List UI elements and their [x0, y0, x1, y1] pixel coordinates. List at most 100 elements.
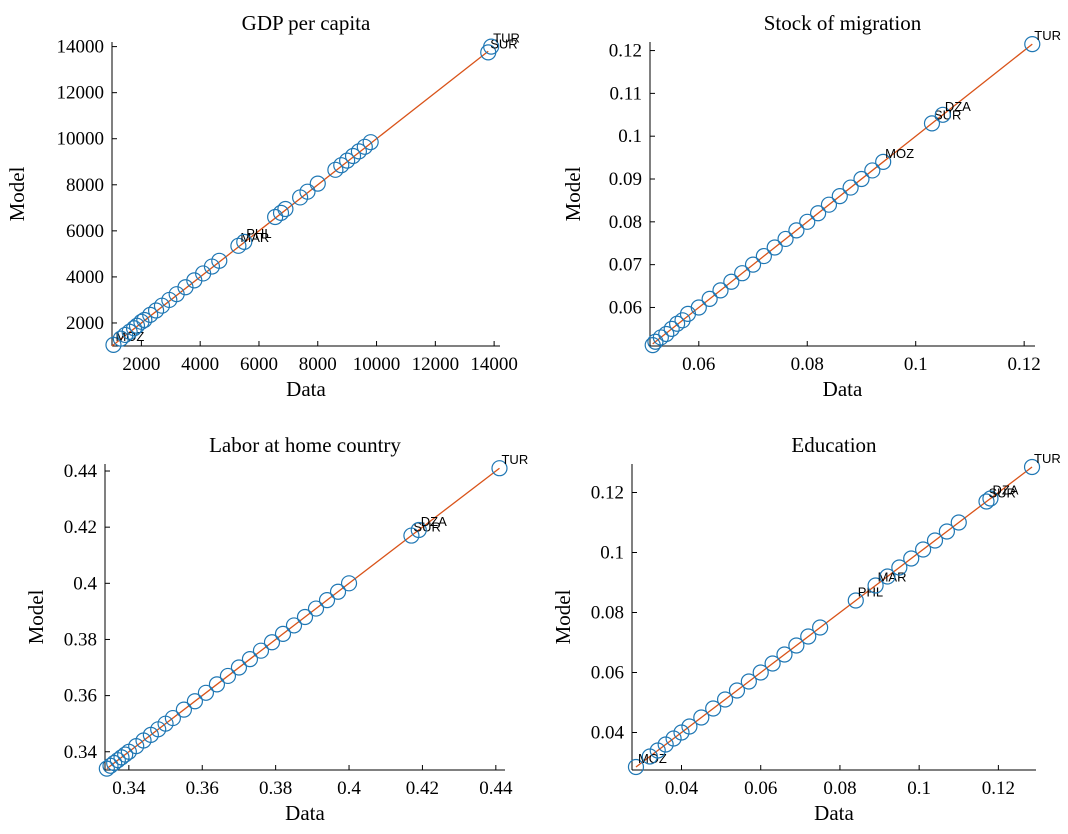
point-label: MAR	[878, 570, 907, 585]
data-point	[712, 282, 729, 299]
data-point	[329, 583, 347, 600]
data-point	[117, 746, 134, 763]
x-tick-label: 12000	[412, 354, 460, 375]
point-label: MAR	[240, 230, 269, 245]
data-point	[776, 646, 793, 663]
data-point	[483, 38, 500, 55]
data-point	[777, 230, 794, 248]
x-axis-label: Data	[285, 801, 325, 825]
data-point	[982, 490, 999, 507]
y-tick-label: 0.36	[64, 686, 97, 707]
data-point	[690, 299, 707, 316]
data-point	[410, 521, 427, 539]
y-tick-label: 0.12	[609, 41, 642, 62]
data-point	[681, 718, 698, 735]
x-tick-label: 0.12	[1008, 354, 1041, 375]
point-label: TUR	[1034, 28, 1061, 43]
y-tick-label: 0.38	[64, 629, 97, 650]
x-tick-label: 0.04	[665, 778, 699, 799]
data-point	[788, 222, 805, 239]
x-tick-label: 0.34	[112, 778, 146, 799]
x-tick-label: 2000	[122, 354, 160, 375]
data-point	[652, 329, 669, 346]
y-axis-label: Model	[5, 166, 29, 221]
data-point	[644, 337, 661, 354]
x-tick-label: 0.36	[186, 778, 219, 799]
data-point	[701, 290, 718, 308]
y-tick-label: 0.06	[609, 297, 642, 318]
data-point	[197, 684, 215, 701]
data-point	[879, 568, 896, 585]
data-point	[891, 559, 908, 576]
chart-title: Labor at home country	[209, 433, 401, 457]
data-point	[978, 493, 995, 510]
panel-stock-of-migration: 0.06 0.08 0.1 0.12 0.06 0.07 0.08 0.09 0.1 0.11 0.…	[561, 11, 1061, 401]
y-tick-label: 0.42	[64, 517, 97, 538]
y-axis-label: Model	[24, 589, 48, 644]
y-tick-label: 0.08	[591, 603, 624, 624]
point-label: DZA	[945, 99, 971, 114]
x-tick-label: 6000	[240, 354, 278, 375]
y-axis-label: Model	[561, 166, 585, 221]
y-tick-label: 0.04	[591, 723, 625, 744]
y-tick-label: 0.12	[591, 483, 624, 504]
data-point	[318, 592, 336, 609]
data-point	[142, 306, 159, 324]
y-tick-label: 0.07	[609, 255, 642, 276]
x-axis-label: Data	[286, 377, 326, 401]
y-tick-label: 0.1	[600, 543, 624, 564]
data-point	[491, 460, 508, 477]
point-label: MOZ	[885, 146, 914, 161]
x-tick-label: 0.1	[904, 354, 928, 375]
data-point	[658, 325, 675, 343]
x-tick-label: 0.4	[337, 778, 361, 799]
data-point	[740, 673, 757, 690]
data-point	[277, 200, 294, 218]
chart-title: Education	[791, 433, 877, 457]
data-point	[272, 204, 290, 221]
data-point	[285, 617, 303, 634]
data-point	[853, 170, 870, 188]
data-point	[274, 625, 292, 642]
x-tick-label: 10000	[353, 354, 401, 375]
y-tick-label: 0.09	[609, 169, 642, 190]
data-point	[117, 326, 134, 344]
fit-line	[652, 43, 1033, 345]
data-point	[705, 700, 722, 717]
fit-line	[106, 467, 500, 770]
point-label: SUR	[988, 486, 1015, 501]
data-point	[230, 659, 248, 676]
y-tick-label: 0.34	[64, 742, 98, 763]
data-point	[175, 701, 192, 718]
point-label: TUR	[493, 31, 520, 46]
data-point	[327, 161, 344, 178]
data-point	[147, 302, 165, 319]
data-point	[809, 205, 827, 222]
fit-line	[111, 50, 489, 347]
data-point	[755, 247, 772, 265]
data-point	[309, 175, 326, 192]
data-point	[923, 115, 941, 132]
data-point	[296, 608, 314, 626]
x-tick-label: 0.12	[982, 778, 1015, 799]
point-label: DZA	[421, 514, 447, 529]
data-point	[903, 550, 920, 567]
data-point	[800, 628, 817, 645]
y-tick-label: 0.1	[618, 126, 642, 147]
data-point	[1023, 458, 1041, 476]
x-tick-label: 0.06	[682, 354, 715, 375]
y-tick-label: 14000	[57, 37, 105, 58]
data-point	[875, 153, 892, 170]
data-point	[627, 758, 645, 776]
data-point	[766, 239, 783, 256]
data-point	[831, 188, 848, 205]
data-point	[728, 682, 746, 699]
panel-gdp-per-capita: 2000 4000 6000 8000 10000 12000 14000 2000 4000 6…	[5, 11, 520, 401]
data-point	[764, 655, 781, 672]
data-point	[219, 667, 237, 685]
data-point	[236, 233, 253, 251]
data-point	[950, 514, 967, 531]
data-point	[752, 664, 769, 681]
data-point	[252, 642, 270, 659]
data-point	[867, 577, 884, 594]
